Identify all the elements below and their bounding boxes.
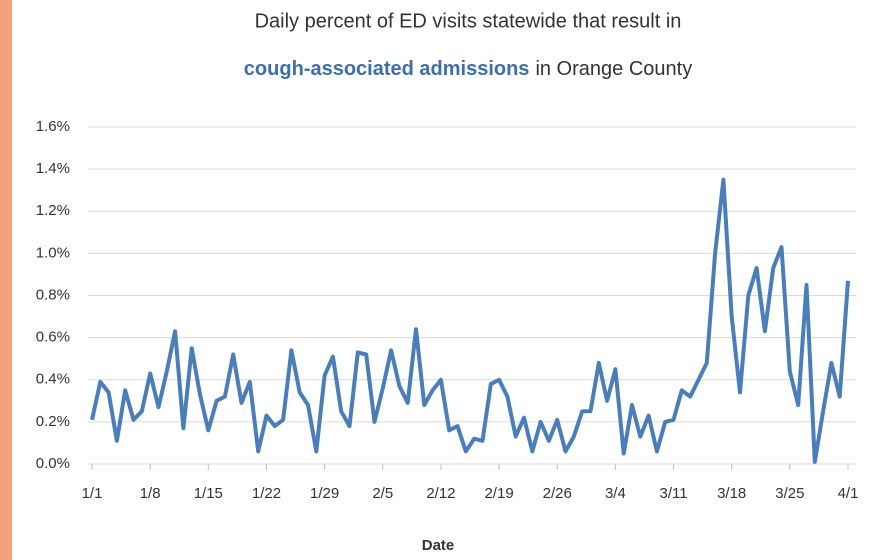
side-strip	[0, 0, 12, 560]
title-emphasis: cough-associated admissions	[244, 58, 530, 80]
x-tick-label: 2/12	[426, 485, 455, 502]
x-tick-label: 1/15	[194, 485, 223, 502]
x-tick-label: 3/4	[605, 485, 626, 502]
y-tick-label: 0.0%	[36, 455, 70, 472]
y-tick-label: 0.8%	[36, 286, 70, 303]
y-tick-label: 0.4%	[36, 371, 70, 388]
y-tick-label: 0.6%	[36, 329, 70, 346]
x-tick-label: 1/8	[140, 485, 161, 502]
title-rest: in Orange County	[535, 58, 692, 80]
x-tick-label: 2/5	[372, 485, 393, 502]
x-tick-label: 3/11	[659, 485, 687, 502]
y-tick-label: 1.6%	[36, 118, 70, 135]
y-tick-label: 0.2%	[36, 413, 70, 430]
x-tick-label: 1/22	[252, 485, 281, 502]
x-tick-label: 4/1	[838, 485, 859, 502]
x-axis-label: Date	[422, 537, 455, 554]
y-tick-label: 1.2%	[36, 202, 70, 219]
y-tick-label: 1.4%	[36, 160, 70, 177]
chart-title-line2: cough-associated admissions in Orange Cou…	[244, 58, 692, 80]
x-tick-label: 2/19	[484, 485, 513, 502]
x-tick-label: 1/29	[310, 485, 339, 502]
x-tick-label: 2/26	[543, 485, 572, 502]
y-tick-label: 1.0%	[36, 244, 70, 261]
x-tick-label: 3/18	[717, 485, 746, 502]
x-tick-label: 1/1	[82, 485, 103, 502]
data-line	[90, 177, 850, 464]
x-tick-label: 3/25	[775, 485, 804, 502]
chart-title: Daily percent of ED visits statewide tha…	[255, 10, 682, 32]
